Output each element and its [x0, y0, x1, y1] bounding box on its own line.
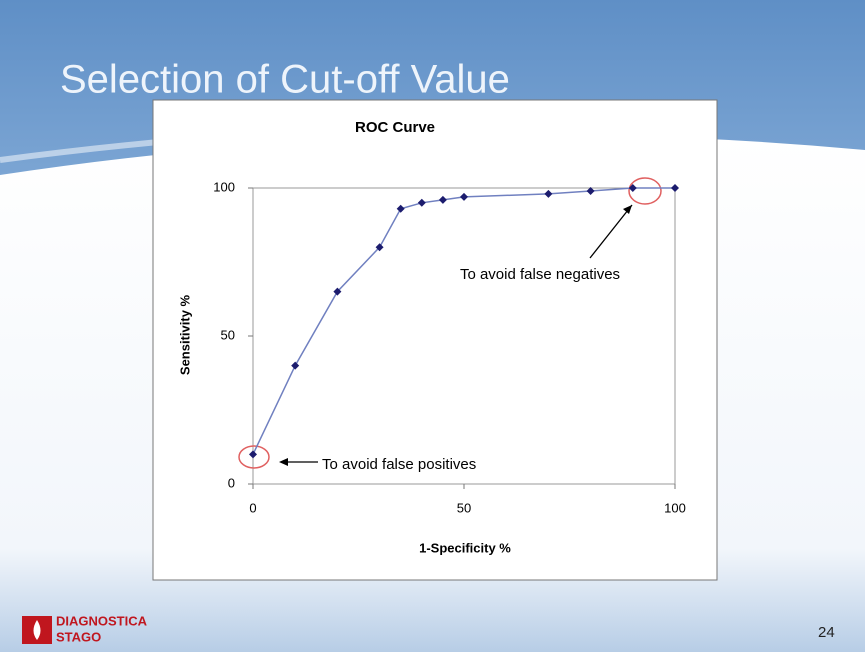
data-point — [249, 450, 257, 459]
data-point — [544, 189, 553, 198]
logo-text: DIAGNOSTICA — [56, 613, 148, 628]
x-tick-label: 50 — [457, 500, 471, 515]
logo-drop — [33, 620, 41, 640]
chart-title: ROC Curve — [355, 119, 435, 136]
chart: ROC Curve 1-Specificity % Sensitivity % … — [177, 119, 685, 555]
y-tick-label: 0 — [228, 475, 235, 490]
x-axis-label: 1-Specificity % — [419, 540, 511, 555]
annotation: To avoid false negatives — [460, 266, 620, 283]
chart-frame — [152, 99, 718, 581]
highlight-circle — [628, 177, 662, 205]
data-point — [586, 186, 595, 195]
data-point — [333, 287, 342, 296]
logo-text: STAGO — [56, 629, 101, 644]
y-tick-label: 50 — [221, 327, 235, 342]
page-number: 24 — [818, 624, 835, 641]
annotation: To avoid false positives — [322, 456, 476, 473]
arrow-head — [279, 458, 288, 466]
y-axis-label: Sensitivity % — [177, 294, 192, 375]
curve-line — [252, 187, 675, 455]
y-tick-label: 100 — [213, 179, 235, 194]
data-point — [417, 198, 426, 207]
x-tick-label: 100 — [664, 500, 686, 515]
annotation-arrow — [589, 204, 633, 259]
data-point — [460, 192, 468, 201]
data-point — [438, 195, 447, 204]
data-point — [291, 361, 300, 370]
slide-title: Selection of Cut-off Value — [60, 58, 510, 102]
data-point — [375, 243, 384, 252]
data-point — [671, 184, 679, 192]
data-point — [396, 204, 405, 213]
arrow-head — [623, 205, 632, 214]
x-tick-label: 0 — [249, 500, 256, 515]
highlight-circle — [238, 445, 270, 469]
data-point — [628, 184, 637, 192]
